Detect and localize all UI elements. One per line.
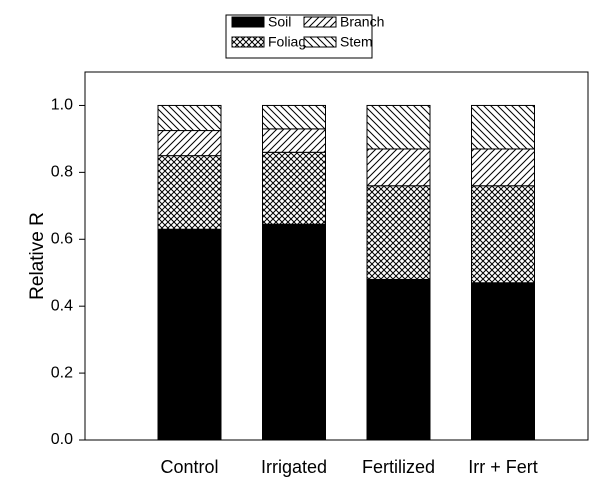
bar-segment	[471, 148, 535, 187]
legend-swatch	[303, 36, 337, 48]
bar-segment	[262, 223, 326, 441]
bar-segment	[471, 282, 535, 441]
x-tick-label: Control	[160, 457, 218, 477]
bar-segment	[262, 151, 326, 225]
y-tick-label: 0.8	[51, 164, 73, 181]
legend-swatch	[231, 16, 265, 28]
y-tick-label: 0.6	[51, 230, 73, 247]
bar-segment	[157, 130, 222, 157]
y-tick-label: 0.2	[51, 364, 73, 381]
bar-segment	[471, 104, 535, 150]
x-tick-label: Irr + Fert	[468, 457, 538, 477]
y-tick-label: 1.0	[51, 97, 73, 114]
legend-label: Foliage	[268, 34, 314, 50]
legend-swatch	[231, 36, 265, 48]
bar-segment	[366, 185, 431, 280]
bar-segment	[366, 148, 431, 187]
bar-segment	[262, 128, 326, 153]
bar-segment	[262, 104, 326, 130]
y-tick-label: 0.4	[51, 297, 73, 314]
x-tick-label: Irrigated	[261, 457, 327, 477]
x-tick-label: Fertilized	[362, 457, 435, 477]
legend-swatch	[303, 16, 337, 28]
bar-segment	[157, 155, 222, 230]
bar-segment	[157, 228, 222, 441]
plot-frame	[84, 71, 589, 441]
bar-segment	[157, 104, 222, 132]
legend-label: Branch	[340, 14, 384, 30]
bar-segment	[471, 185, 535, 284]
legend-label: Soil	[268, 14, 291, 30]
bar-segment	[366, 104, 431, 150]
legend-label: Stem	[340, 34, 373, 50]
bar-segment	[366, 278, 431, 441]
y-tick-label: 0.0	[51, 431, 73, 448]
y-axis-label: Relative R	[27, 212, 48, 300]
